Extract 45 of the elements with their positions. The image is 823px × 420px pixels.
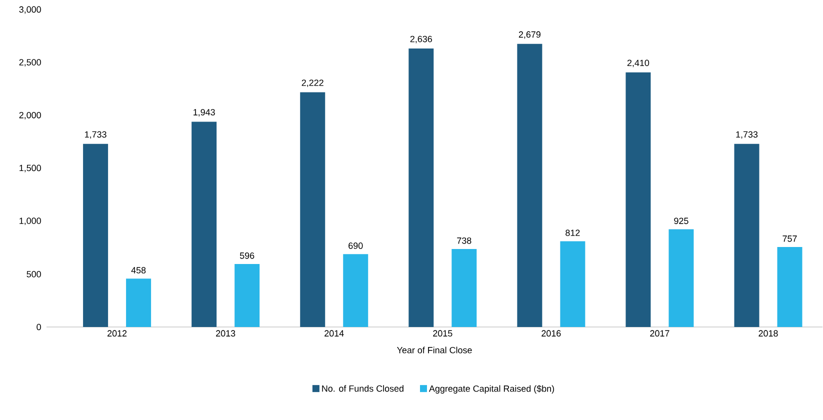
x-tick-label: 2012 bbox=[108, 330, 127, 337]
data-label: 690 bbox=[348, 242, 363, 249]
legend-label: Aggregate Capital Raised ($bn) bbox=[428, 385, 554, 394]
bar bbox=[517, 44, 542, 327]
bar bbox=[408, 48, 434, 327]
data-label: 812 bbox=[566, 230, 580, 236]
data-label: 458 bbox=[131, 267, 146, 274]
bar bbox=[192, 122, 217, 327]
x-tick-label: 2015 bbox=[433, 330, 452, 337]
y-tick-label: 0 bbox=[36, 324, 41, 330]
bar bbox=[300, 92, 326, 327]
data-label: 1,943 bbox=[194, 109, 215, 116]
x-tick-label: 2016 bbox=[542, 330, 561, 337]
legend-label: No. of Funds Closed bbox=[322, 385, 404, 392]
data-label: 596 bbox=[240, 252, 254, 259]
x-tick-label: 2013 bbox=[216, 330, 236, 337]
bar bbox=[626, 72, 651, 327]
y-tick-label: 500 bbox=[26, 270, 41, 278]
data-label: 925 bbox=[674, 218, 688, 224]
bar bbox=[126, 278, 152, 327]
bar bbox=[777, 247, 802, 327]
bar bbox=[234, 264, 260, 327]
y-tick-label: 1,000 bbox=[20, 218, 41, 226]
bar bbox=[668, 229, 694, 327]
x-axis-title: Year of Final Close bbox=[396, 346, 472, 354]
bar bbox=[452, 249, 477, 327]
data-label: 2,636 bbox=[410, 36, 432, 44]
x-tick-label: 2017 bbox=[650, 330, 670, 337]
data-label: 738 bbox=[457, 237, 472, 244]
y-tick-label: 1,500 bbox=[20, 164, 41, 172]
bar bbox=[560, 241, 586, 327]
data-label: 2,679 bbox=[518, 31, 540, 39]
bar bbox=[343, 254, 368, 327]
data-label: 1,733 bbox=[736, 131, 758, 139]
x-tick-label: 2014 bbox=[324, 330, 344, 337]
x-tick-label: 2018 bbox=[758, 330, 778, 337]
data-label: 2,222 bbox=[302, 80, 324, 87]
data-label: 757 bbox=[782, 236, 797, 242]
bar bbox=[734, 144, 760, 327]
y-tick-label: 2,000 bbox=[19, 112, 41, 120]
y-tick-label: 2,500 bbox=[19, 59, 41, 67]
bar bbox=[83, 144, 108, 327]
data-label: 1,733 bbox=[85, 131, 106, 139]
data-label: 2,410 bbox=[627, 60, 650, 68]
y-tick-label: 3,000 bbox=[19, 6, 41, 14]
